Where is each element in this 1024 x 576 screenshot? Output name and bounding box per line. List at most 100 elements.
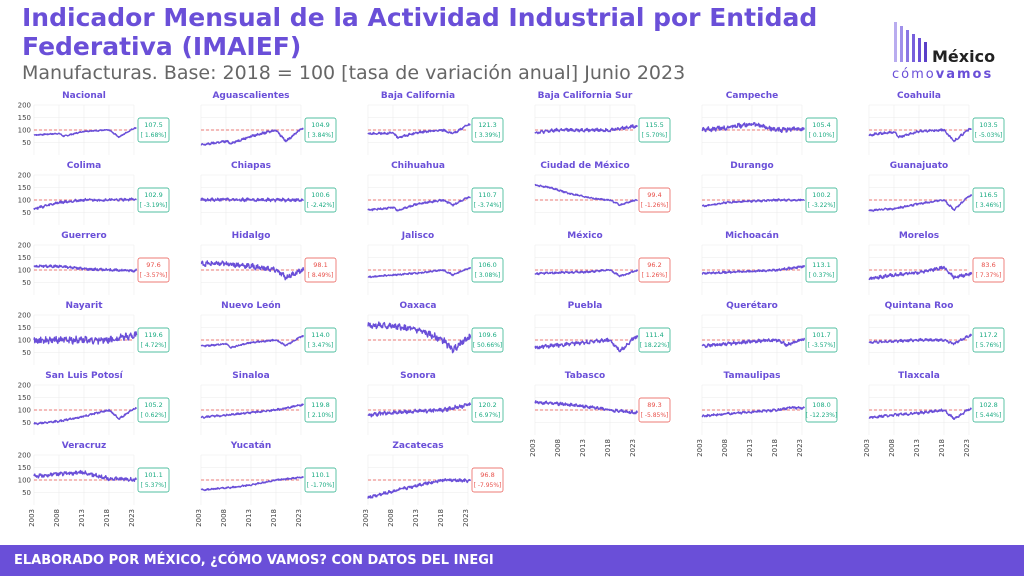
- change-label: [ 2.10%]: [308, 412, 334, 419]
- panel-title: San Luis Potosí: [45, 371, 123, 381]
- x-tick-label: 2003: [696, 439, 704, 457]
- change-label: [ 4.72%]: [141, 342, 167, 349]
- panel-title: Quintana Roo: [885, 301, 954, 311]
- value-label: 120.2: [478, 401, 497, 409]
- panel-title: Zacatecas: [392, 441, 443, 451]
- panel: Aguascalientes 104.9 [ 3.84%]: [200, 91, 337, 155]
- panel: Guanajuato 116.5 [ 3.46%]: [868, 161, 1005, 225]
- panel: Quintana Roo 117.2 [ 5.76%]: [868, 301, 1005, 365]
- x-tick-label: 2008: [53, 509, 61, 527]
- y-tick-label: 50: [22, 419, 31, 427]
- y-tick-label: 150: [18, 324, 31, 332]
- value-label: 110.1: [311, 471, 330, 479]
- value-box: [471, 397, 504, 423]
- y-tick-label: 50: [22, 279, 31, 287]
- panel: 50 100 150 200 Nayarit 119.6 [ 4.72%]: [18, 301, 170, 365]
- change-label: [ 3.84%]: [308, 132, 334, 139]
- y-tick-label: 50: [22, 139, 31, 147]
- x-tick-label: 2003: [362, 509, 370, 527]
- value-label: 108.0: [812, 401, 831, 409]
- value-box: [304, 467, 337, 493]
- y-tick-label: 200: [18, 312, 31, 320]
- value-label: 100.6: [311, 191, 330, 199]
- x-tick-label: 2023: [629, 439, 637, 457]
- footer-text: ELABORADO POR MÉXICO, ¿CÓMO VAMOS? CON D…: [14, 553, 494, 568]
- x-tick-label: 2013: [245, 509, 253, 527]
- series-line: [701, 198, 805, 208]
- x-tick-label: 2008: [721, 439, 729, 457]
- change-label: [ 18.22%]: [640, 342, 669, 349]
- series-line: [367, 196, 471, 212]
- panel: 50 100 150 200 San Luis Potosí 105.2 [ 0.62%]: [18, 371, 170, 435]
- x-tick-label: 2008: [387, 509, 395, 527]
- x-tick-label: 2003: [28, 509, 36, 527]
- value-box: [137, 327, 170, 353]
- series-line: [868, 127, 972, 143]
- x-tick-label: 2018: [437, 509, 445, 527]
- panel: Zacatecas 96.8 [ -7.95%] 2003 2008 2013 2018 20…: [362, 441, 504, 527]
- x-tick-label: 2018: [771, 439, 779, 457]
- x-tick-label: 2008: [888, 439, 896, 457]
- panel-title: Baja California Sur: [538, 91, 633, 101]
- change-label: [ -3.57%]: [808, 342, 836, 349]
- value-box: [304, 397, 337, 423]
- value-label: 106.0: [478, 261, 497, 269]
- series-line: [200, 127, 304, 146]
- panel-title: Nacional: [62, 91, 106, 101]
- value-label: 105.4: [812, 121, 831, 129]
- value-box: [471, 117, 504, 143]
- change-label: [ 50.66%]: [473, 342, 502, 349]
- y-tick-label: 100: [18, 407, 31, 415]
- value-label: 96.8: [480, 471, 494, 479]
- panel-title: Veracruz: [62, 441, 107, 451]
- panel-title: Puebla: [568, 301, 603, 311]
- change-label: [ -12.23%]: [806, 412, 838, 419]
- value-label: 114.0: [311, 331, 330, 339]
- value-box: [137, 397, 170, 423]
- panel-title: Tlaxcala: [898, 371, 940, 381]
- value-box: [304, 187, 337, 213]
- y-tick-label: 100: [18, 127, 31, 135]
- series-line: [200, 335, 305, 349]
- series-line: [367, 478, 472, 499]
- panel: Ciudad de México 99.4 [ -1.26%]: [534, 160, 671, 225]
- value-label: 104.9: [311, 121, 330, 129]
- change-label: [ -3.22%]: [808, 202, 836, 209]
- value-label: 100.2: [812, 191, 831, 199]
- value-label: 83.6: [981, 261, 995, 269]
- x-tick-label: 2018: [938, 439, 946, 457]
- panel: 50 100 150 200 Veracruz 101.1 [ 5.37%] 2003 2008…: [18, 441, 170, 527]
- value-label: 101.7: [812, 331, 831, 339]
- panel: Tabasco 89.3 [ -5.85%] 2003 2008 2013 2018 2023: [529, 371, 671, 457]
- series-line: [701, 265, 806, 275]
- y-tick-label: 150: [18, 184, 31, 192]
- panel-title: Tabasco: [565, 371, 605, 381]
- panel: Querétaro 101.7 [ -3.57%]: [701, 300, 838, 365]
- panel: Baja California Sur 115.5 [ 5.70%]: [534, 91, 671, 155]
- value-box: [137, 257, 170, 283]
- panel: 50 100 150 200 Colima 102.9 [ -3.19%]: [18, 161, 170, 225]
- series-line: [33, 197, 137, 210]
- y-tick-label: 100: [18, 267, 31, 275]
- change-label: [ 1.68%]: [141, 132, 167, 139]
- panel: Sinaloa 119.8 [ 2.10%]: [200, 371, 337, 435]
- series-line: [33, 264, 138, 273]
- value-label: 103.5: [979, 121, 998, 129]
- change-label: [ 5.44%]: [976, 412, 1002, 419]
- panel: Tlaxcala 102.8 [ 5.44%] 2003 2008 2013 2018 202…: [863, 371, 1005, 457]
- value-label: 119.6: [144, 331, 163, 339]
- logo-bars-icon: [894, 22, 927, 62]
- panel: Nuevo León 114.0 [ 3.47%]: [200, 300, 337, 365]
- change-label: [ 5.76%]: [976, 342, 1002, 349]
- x-tick-label: 2013: [746, 439, 754, 457]
- change-label: [ 7.37%]: [976, 272, 1002, 279]
- series-line: [701, 337, 806, 349]
- value-box: [471, 187, 504, 213]
- change-label: [ 3.39%]: [475, 132, 501, 139]
- x-tick-label: 2013: [78, 509, 86, 527]
- series-line: [367, 402, 472, 418]
- small-multiples-chart: 50 100 150 200 Nacional 107.5 [ 1.68%] Aguascal…: [18, 91, 1005, 527]
- change-label: [ 0.37%]: [809, 272, 835, 279]
- series-line: [367, 123, 471, 140]
- value-label: 115.5: [645, 121, 664, 129]
